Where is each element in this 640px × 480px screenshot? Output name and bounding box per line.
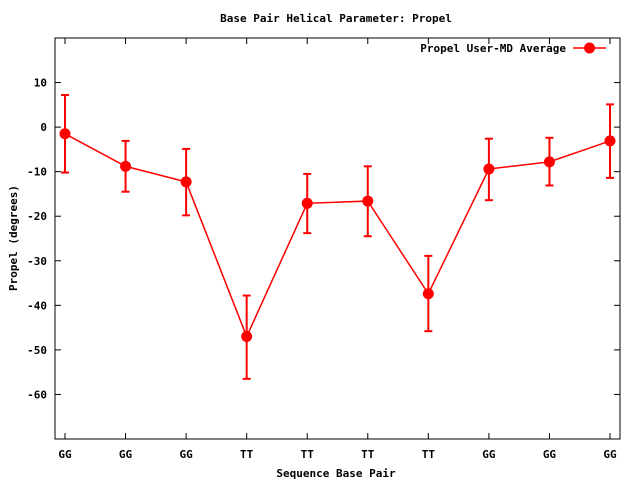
y-tick-label: 10: [34, 77, 47, 90]
y-tick-label: -30: [27, 255, 47, 268]
y-tick-label: 0: [40, 121, 47, 134]
x-tick-label: GG: [603, 448, 617, 461]
x-tick-label: GG: [543, 448, 557, 461]
series-layer: [59, 94, 616, 380]
data-point: [180, 176, 192, 188]
y-tick-label: -40: [27, 299, 47, 312]
x-tick-label: TT: [361, 448, 375, 461]
legend: Propel User-MD Average: [420, 42, 606, 55]
legend-marker: [584, 42, 595, 54]
plot-frame: [54, 37, 621, 440]
y-tick-label: -20: [27, 210, 47, 223]
x-axis: GG GG GG TT TT TT TT GG GG GG: [58, 38, 617, 461]
x-tick-label: GG: [119, 448, 133, 461]
data-point: [483, 163, 495, 175]
data-point: [120, 160, 132, 172]
x-axis-label: Sequence Base Pair: [276, 467, 396, 480]
x-tick-label: GG: [58, 448, 72, 461]
x-tick-label: TT: [240, 448, 254, 461]
data-point: [301, 197, 313, 209]
y-tick-label: -10: [27, 166, 47, 179]
y-tick-label: -50: [27, 344, 47, 357]
chart-title: Base Pair Helical Parameter: Propel: [220, 12, 452, 25]
x-tick-label: GG: [179, 448, 193, 461]
data-point: [604, 135, 616, 147]
data-point: [59, 128, 71, 140]
legend-label: Propel User-MD Average: [420, 42, 566, 55]
y-axis: 10 0 -10 -20 -30 -40 -50 -60: [27, 77, 620, 401]
data-point: [422, 288, 434, 300]
series-line: [64, 133, 611, 339]
y-tick-label: -60: [27, 388, 47, 401]
x-tick-label: TT: [422, 448, 436, 461]
x-tick-label: GG: [482, 448, 496, 461]
data-point: [362, 195, 374, 207]
y-axis-label: Propel (degrees): [7, 185, 20, 291]
x-tick-label: TT: [301, 448, 315, 461]
data-point: [241, 331, 253, 343]
data-point: [543, 156, 555, 168]
